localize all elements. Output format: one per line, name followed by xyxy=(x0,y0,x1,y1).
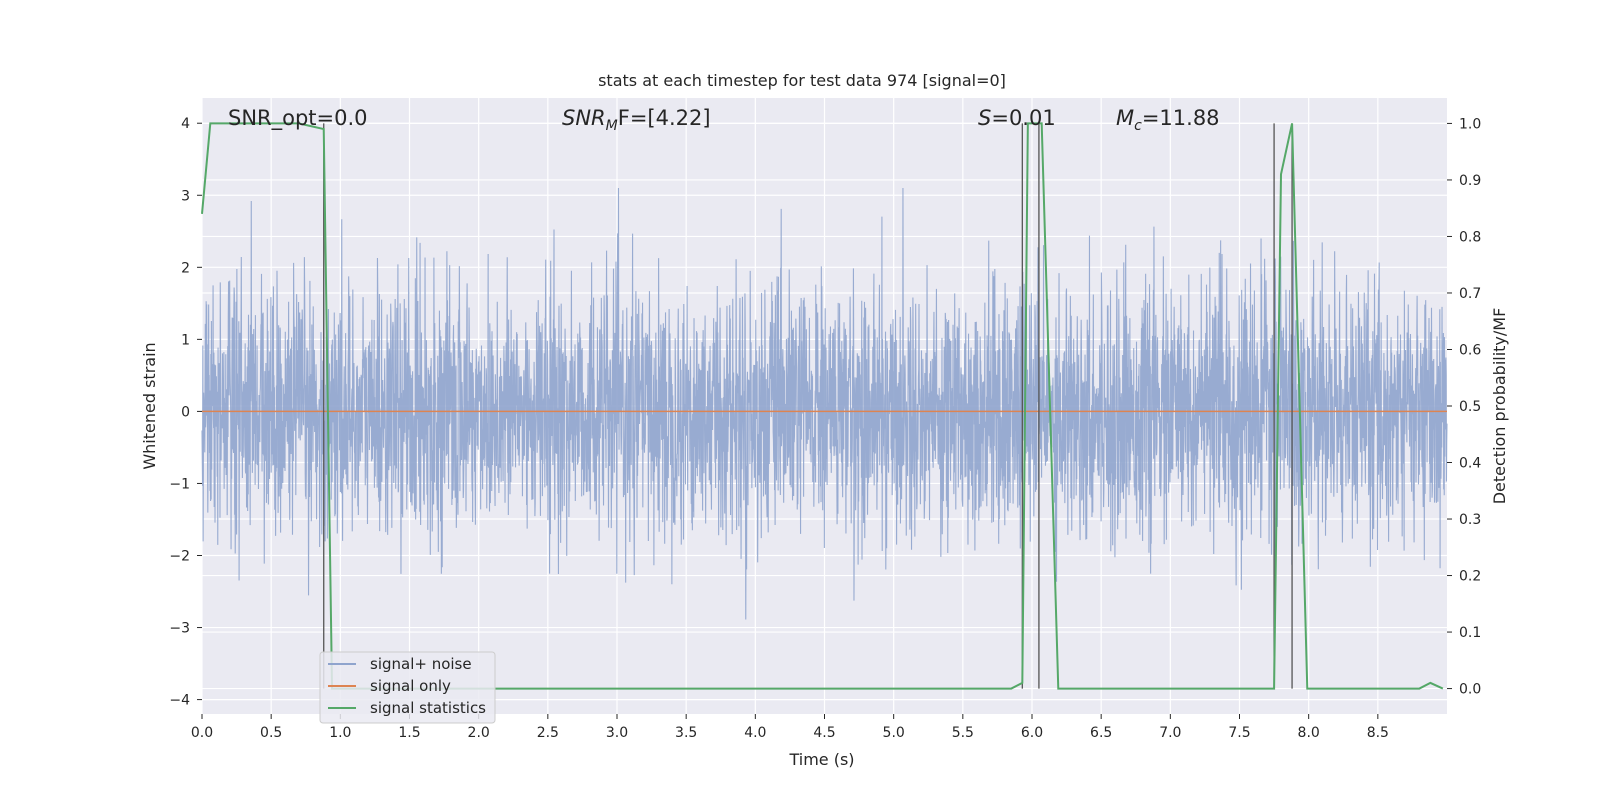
x-tick-label: 3.5 xyxy=(675,725,697,741)
right-axis-label: Detection probability/MF xyxy=(1490,308,1509,505)
legend-label-signal-only: signal only xyxy=(370,677,451,695)
x-tick-label: 1.0 xyxy=(329,725,351,741)
right-tick-label: 0.3 xyxy=(1459,512,1481,528)
x-axis-ticks: 0.0 0.5 1.0 1.5 2.0 2.5 3.0 3.5 4.0 4.5 5.0 5.5 6.0 6… xyxy=(191,714,1389,741)
right-tick-label: 0.7 xyxy=(1459,286,1481,302)
left-tick-label: 0 xyxy=(181,404,190,420)
annotation-mc: Mc=11.88 xyxy=(1116,106,1220,134)
legend-label-noise: signal+ noise xyxy=(370,655,472,673)
right-tick-label: 0.4 xyxy=(1459,456,1481,472)
left-tick-label: 1 xyxy=(181,332,190,348)
x-tick-label: 8.0 xyxy=(1298,725,1320,741)
left-tick-label: 2 xyxy=(181,260,190,276)
annotation-snr-mf-base: SNR xyxy=(562,106,606,130)
x-tick-label: 0.5 xyxy=(260,725,282,741)
right-axis-ticks: 1.0 0.9 0.8 0.7 0.6 0.5 0.4 0.3 0.2 0.1 0.0 xyxy=(1447,116,1481,698)
annotation-snr-mf-rest: F=[4.22] xyxy=(618,106,711,130)
annotation-mc-rest: =11.88 xyxy=(1142,106,1220,130)
annotation-snr-mf: SNRMF=[4.22] xyxy=(562,106,711,134)
legend-label-statistics: signal statistics xyxy=(370,699,486,717)
left-axis-ticks: 4 3 2 1 0 −1 −2 −3 −4 xyxy=(169,116,202,709)
annotation-snr-opt: SNR_opt=0.0 xyxy=(228,106,368,131)
x-tick-label: 3.0 xyxy=(606,725,628,741)
x-tick-label: 5.5 xyxy=(952,725,974,741)
annotation-mc-sub: c xyxy=(1134,118,1142,134)
x-tick-label: 1.5 xyxy=(398,725,420,741)
annotation-snr-mf-sub: M xyxy=(606,118,618,134)
series-signal-statistics xyxy=(201,122,1444,690)
left-tick-label: 4 xyxy=(181,116,190,132)
legend-box xyxy=(319,651,496,724)
left-tick-label: −3 xyxy=(169,621,190,637)
left-tick-label: −1 xyxy=(169,476,190,492)
x-tick-label: 2.5 xyxy=(537,725,559,741)
right-tick-label: 1.0 xyxy=(1459,116,1481,132)
noise-line xyxy=(201,188,1448,620)
chart-title: stats at each timestep for test data 974… xyxy=(598,71,1006,90)
right-tick-label: 0.2 xyxy=(1459,569,1481,585)
left-tick-label: 3 xyxy=(181,188,190,204)
statistics-line xyxy=(201,122,1444,690)
right-tick-label: 0.8 xyxy=(1459,229,1481,245)
x-tick-label: 6.0 xyxy=(1021,725,1043,741)
x-axis-label: Time (s) xyxy=(788,750,854,769)
annotation-s-italic: S xyxy=(978,106,991,130)
annotation-s: S=0.01 xyxy=(978,106,1056,130)
x-tick-label: 7.0 xyxy=(1159,725,1181,741)
left-tick-label: −2 xyxy=(169,548,190,564)
legend: signal+ noise signal only signal statist… xyxy=(319,651,496,724)
x-tick-label: 4.0 xyxy=(744,725,766,741)
x-tick-label: 0.0 xyxy=(191,725,213,741)
series-signal-plus-noise xyxy=(201,188,1448,620)
right-tick-label: 0.6 xyxy=(1459,342,1481,358)
x-tick-label: 5.0 xyxy=(883,725,905,741)
x-tick-label: 8.5 xyxy=(1367,725,1389,741)
right-tick-label: 0.1 xyxy=(1459,625,1481,641)
left-axis-label: Whitened strain xyxy=(140,342,159,469)
x-tick-label: 6.5 xyxy=(1090,725,1112,741)
x-tick-label: 4.5 xyxy=(813,725,835,741)
right-tick-label: 0.0 xyxy=(1459,682,1481,698)
x-tick-label: 7.5 xyxy=(1228,725,1250,741)
x-tick-label: 2.0 xyxy=(468,725,490,741)
annotation-mc-italic: M xyxy=(1116,106,1134,130)
right-tick-label: 0.5 xyxy=(1459,399,1481,415)
right-tick-label: 0.9 xyxy=(1459,173,1481,189)
left-tick-label: −4 xyxy=(169,693,190,709)
annotation-s-rest: =0.01 xyxy=(991,106,1055,130)
